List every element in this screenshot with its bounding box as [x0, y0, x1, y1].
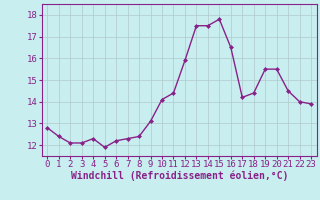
X-axis label: Windchill (Refroidissement éolien,°C): Windchill (Refroidissement éolien,°C) — [70, 171, 288, 181]
